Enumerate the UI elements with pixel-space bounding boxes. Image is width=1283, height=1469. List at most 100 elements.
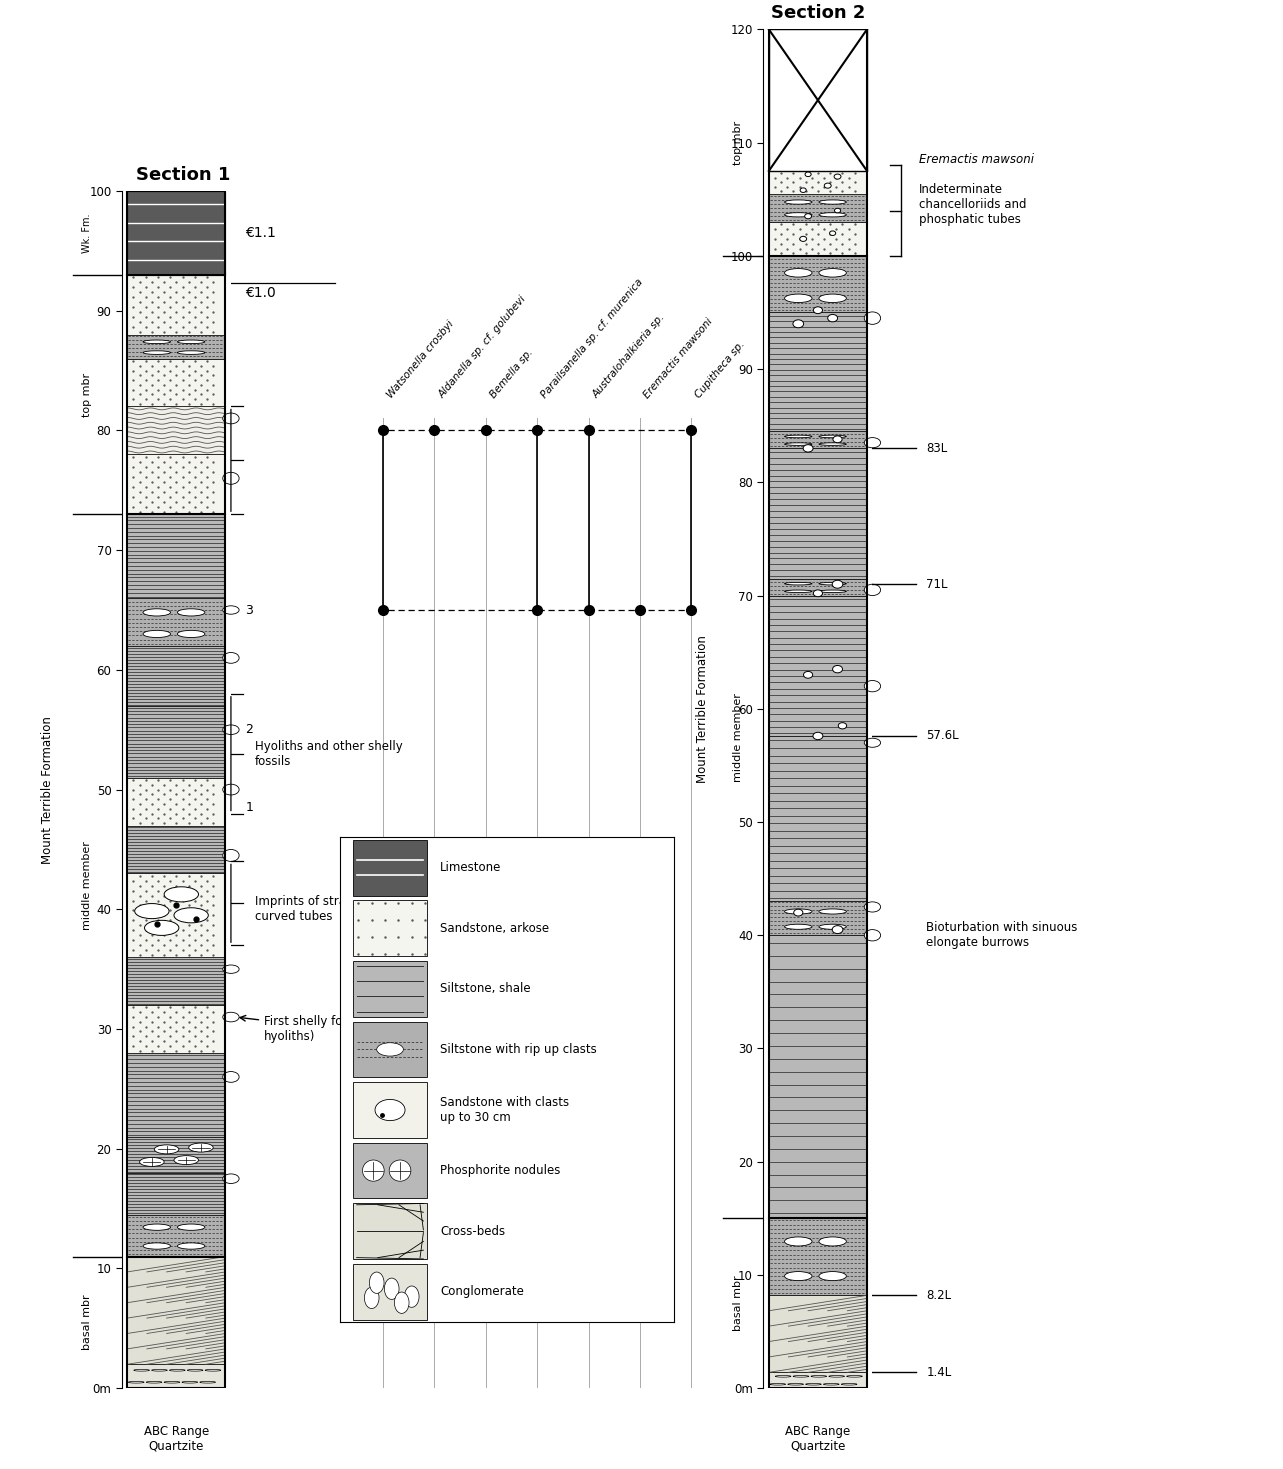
Ellipse shape: [142, 608, 171, 616]
Ellipse shape: [142, 1224, 171, 1231]
Ellipse shape: [145, 920, 178, 936]
Circle shape: [806, 1384, 821, 1385]
Bar: [353, 900, 427, 956]
Text: Section 2: Section 2: [771, 4, 865, 22]
Bar: [127, 1365, 226, 1388]
Text: Limestone: Limestone: [440, 861, 502, 874]
Ellipse shape: [865, 930, 880, 942]
Circle shape: [364, 1287, 378, 1309]
Ellipse shape: [140, 1158, 164, 1166]
Ellipse shape: [784, 435, 812, 438]
Bar: [769, 579, 867, 595]
Ellipse shape: [177, 1243, 205, 1249]
Ellipse shape: [794, 909, 803, 917]
Bar: [127, 407, 226, 454]
Text: Mount Terrible Formation: Mount Terrible Formation: [41, 715, 54, 864]
Bar: [353, 1203, 427, 1259]
Ellipse shape: [799, 237, 807, 241]
Ellipse shape: [801, 188, 806, 192]
Text: Section 1: Section 1: [136, 166, 230, 184]
Ellipse shape: [833, 925, 843, 934]
Bar: [769, 432, 867, 448]
Bar: [127, 514, 226, 598]
Text: 3: 3: [245, 604, 253, 617]
Ellipse shape: [784, 1237, 812, 1246]
Text: top mbr: top mbr: [734, 120, 743, 165]
Ellipse shape: [819, 909, 847, 914]
Ellipse shape: [223, 473, 239, 485]
Bar: [769, 936, 867, 1218]
Ellipse shape: [223, 784, 239, 795]
Ellipse shape: [177, 630, 205, 638]
Bar: [353, 1263, 427, 1319]
Text: Mount Terrible Formation: Mount Terrible Formation: [695, 635, 708, 783]
Ellipse shape: [803, 671, 812, 679]
Bar: [127, 1256, 226, 1365]
Ellipse shape: [813, 732, 822, 740]
Ellipse shape: [804, 172, 811, 176]
Ellipse shape: [177, 339, 205, 344]
Bar: [127, 777, 226, 826]
Ellipse shape: [865, 739, 880, 748]
Text: Siltstone with rip up clasts: Siltstone with rip up clasts: [440, 1043, 597, 1056]
Circle shape: [128, 1381, 144, 1384]
Text: Siltstone, shale: Siltstone, shale: [440, 983, 531, 996]
Ellipse shape: [784, 582, 812, 585]
Ellipse shape: [142, 630, 171, 638]
Text: 57.6L: 57.6L: [926, 730, 958, 742]
Ellipse shape: [189, 1143, 213, 1152]
Ellipse shape: [223, 413, 239, 425]
Text: €1.0: €1.0: [245, 286, 276, 300]
Ellipse shape: [784, 213, 812, 217]
Ellipse shape: [819, 435, 847, 438]
Text: 8.2L: 8.2L: [926, 1288, 952, 1302]
Bar: [127, 275, 226, 335]
Bar: [769, 1218, 867, 1296]
Ellipse shape: [833, 665, 843, 673]
Bar: [127, 646, 226, 705]
Bar: [769, 29, 867, 1388]
Ellipse shape: [803, 445, 813, 452]
Bar: [127, 958, 226, 1005]
Ellipse shape: [784, 924, 812, 930]
Ellipse shape: [177, 351, 205, 354]
Circle shape: [404, 1285, 420, 1307]
Ellipse shape: [177, 1224, 205, 1231]
Bar: [127, 191, 226, 1388]
Text: Wk. Fm.: Wk. Fm.: [82, 213, 92, 253]
Ellipse shape: [813, 307, 822, 313]
Circle shape: [169, 1369, 185, 1371]
Ellipse shape: [833, 436, 842, 442]
Ellipse shape: [819, 1272, 847, 1281]
Bar: [127, 598, 226, 646]
Bar: [127, 1053, 226, 1137]
Text: 2: 2: [245, 723, 253, 736]
Ellipse shape: [838, 723, 847, 729]
Bar: [127, 191, 226, 275]
Ellipse shape: [834, 173, 840, 179]
Text: Watsonella crosbyi: Watsonella crosbyi: [385, 319, 455, 401]
Ellipse shape: [865, 585, 880, 595]
Bar: [127, 826, 226, 874]
Bar: [127, 874, 226, 958]
Text: Parailsanella sp. cf. murenica: Parailsanella sp. cf. murenica: [540, 278, 645, 401]
Bar: [127, 1005, 226, 1053]
Ellipse shape: [784, 909, 812, 914]
Ellipse shape: [793, 320, 803, 328]
Ellipse shape: [819, 213, 847, 217]
Text: Bemella sp.: Bemella sp.: [488, 348, 535, 401]
Text: Sandstone with clasts
up to 30 cm: Sandstone with clasts up to 30 cm: [440, 1096, 570, 1124]
Circle shape: [385, 1278, 399, 1300]
Circle shape: [370, 1272, 384, 1293]
Ellipse shape: [377, 1043, 403, 1056]
Ellipse shape: [223, 724, 239, 734]
Circle shape: [200, 1381, 216, 1384]
Ellipse shape: [804, 213, 812, 219]
Circle shape: [824, 1384, 839, 1385]
Ellipse shape: [223, 965, 239, 974]
Bar: [127, 335, 226, 358]
Bar: [353, 1143, 427, 1199]
Circle shape: [146, 1381, 162, 1384]
Text: top mbr: top mbr: [82, 373, 92, 417]
Text: ABC Range
Quartzite: ABC Range Quartzite: [144, 1425, 209, 1453]
